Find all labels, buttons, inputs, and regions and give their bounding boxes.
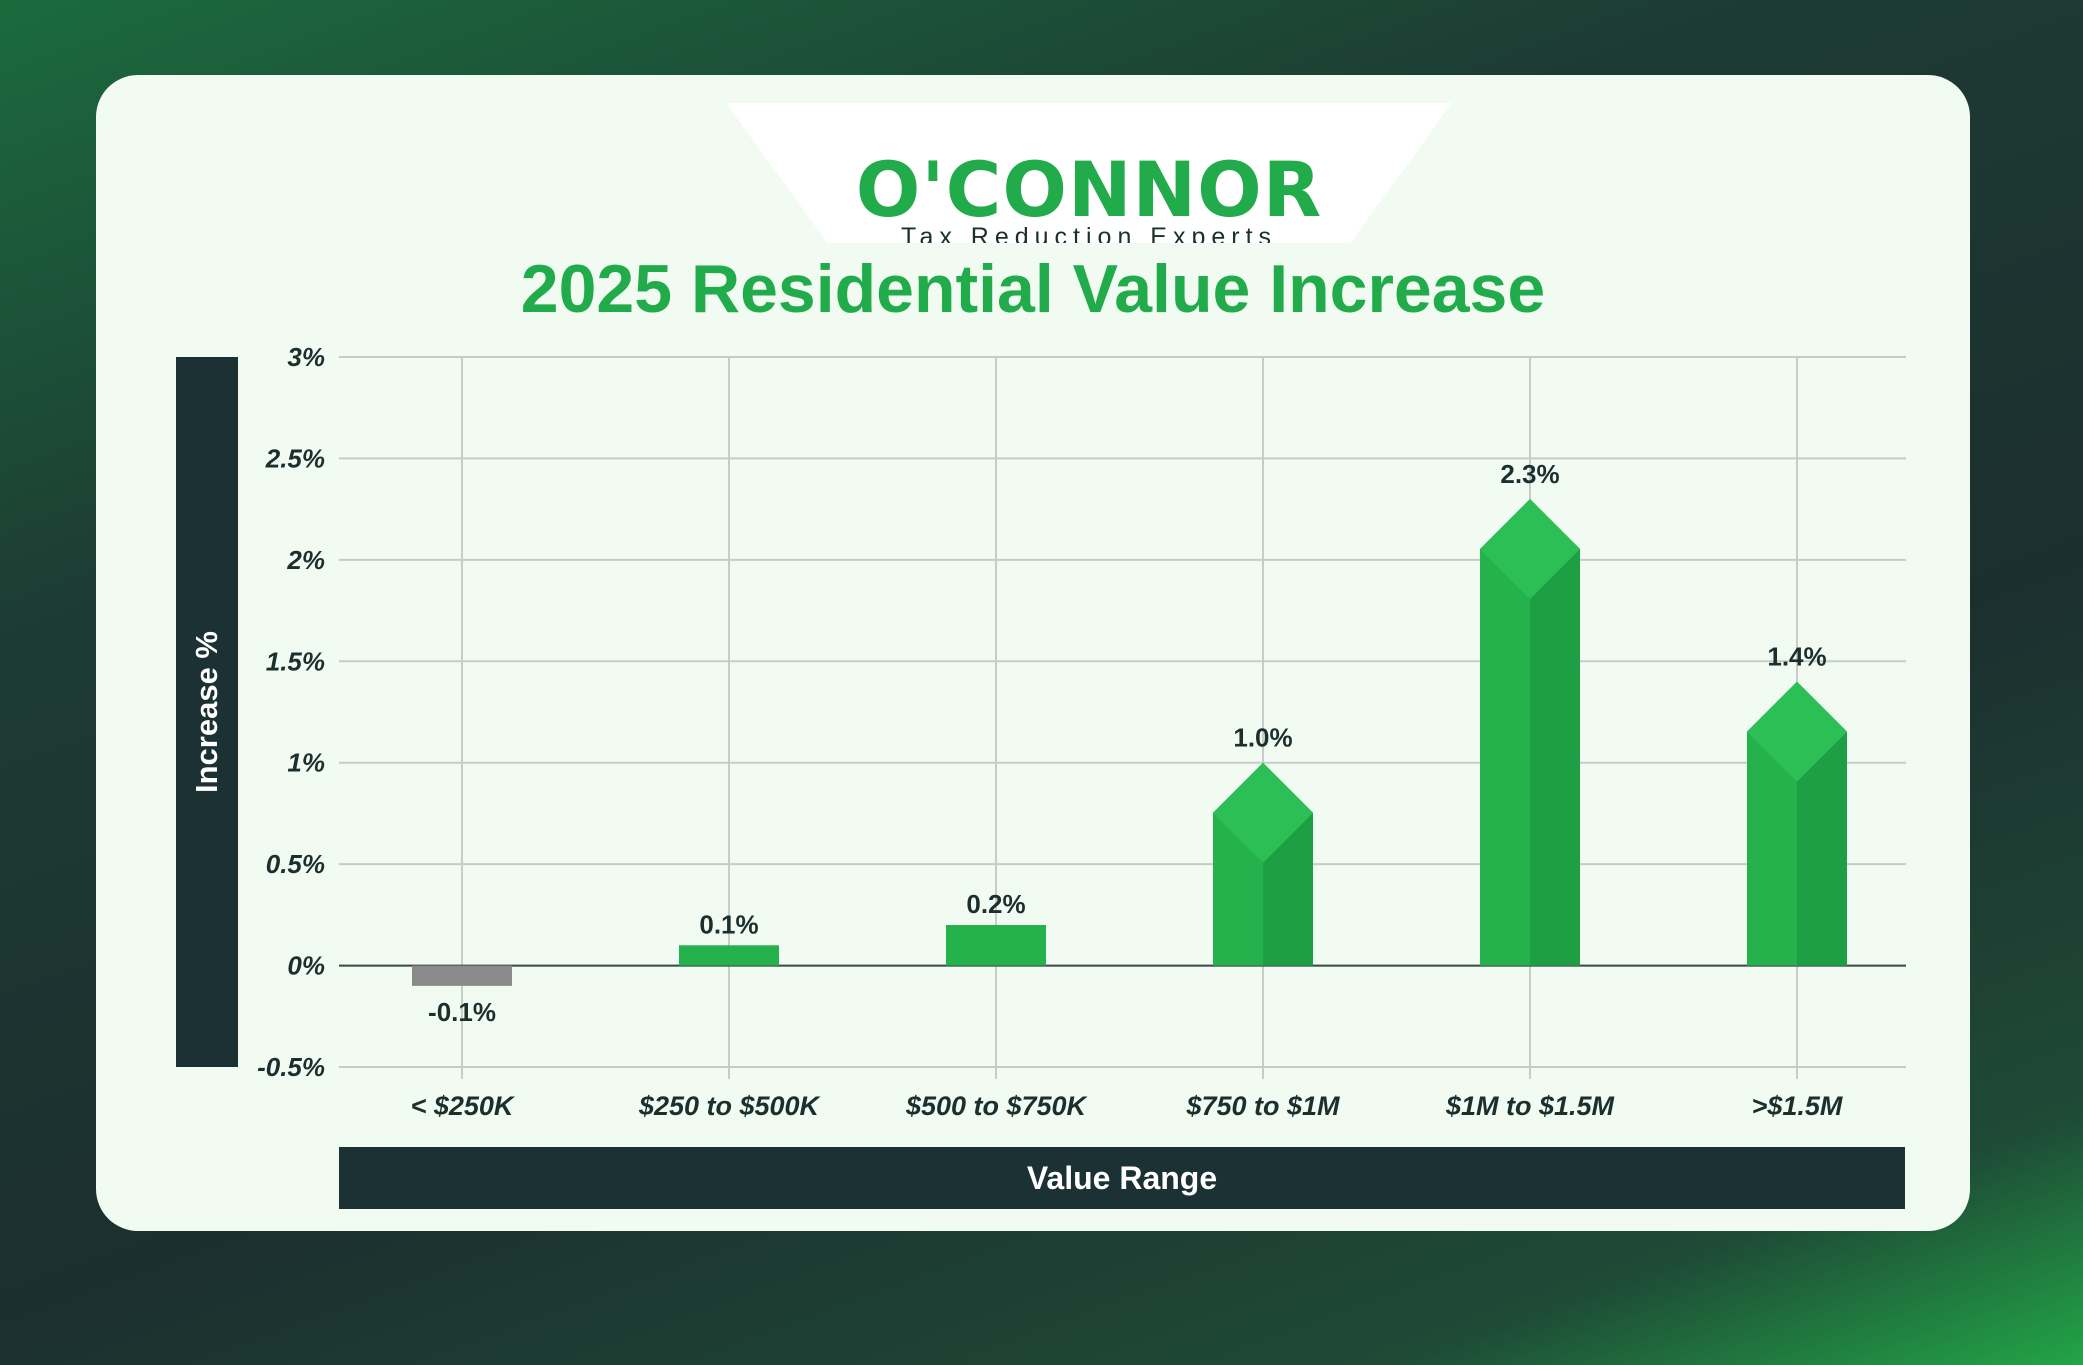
chart-card: O'CONNOR Tax Reduction Experts 2025 Resi… (96, 75, 1970, 1231)
bar (946, 925, 1046, 966)
x-tick-label: $1M to $1.5M (1445, 1091, 1615, 1121)
x-tick-label: >$1.5M (1752, 1091, 1843, 1121)
x-tick-label: $750 to $1M (1185, 1091, 1340, 1121)
x-tick-label: $250 to $500K (638, 1091, 822, 1121)
y-tick-label: 0% (287, 951, 325, 981)
data-label: 2.3% (1500, 459, 1559, 489)
data-label: 0.2% (966, 889, 1025, 919)
bar-shade (1530, 549, 1580, 966)
y-tick-label: 2.5% (265, 443, 325, 473)
x-axis-band: Value Range (339, 1147, 1905, 1209)
brand-logo: O'CONNOR (855, 145, 1323, 234)
x-tick-label: $500 to $750K (905, 1091, 1089, 1121)
bar-roof (1747, 681, 1847, 782)
logo-tab: O'CONNOR Tax Reduction Experts (726, 103, 1452, 243)
chart-title: 2025 Residential Value Increase (520, 251, 1546, 327)
brand-tagline: Tax Reduction Experts (900, 223, 1278, 251)
y-tick-label: 3% (287, 342, 325, 372)
y-tick-label: 1% (287, 748, 325, 778)
data-label: 1.0% (1233, 723, 1292, 753)
bar-roof (1213, 762, 1313, 863)
x-tick-label: < $250K (411, 1091, 516, 1121)
bar-shade (1797, 731, 1847, 966)
bar-negative (412, 965, 512, 986)
y-tick-label: 2% (286, 545, 325, 575)
x-axis-label: Value Range (1026, 1160, 1218, 1196)
bar-shade (1263, 812, 1313, 966)
y-tick-label: 0.5% (266, 849, 325, 879)
bar (679, 945, 779, 966)
bar-roof (1480, 499, 1580, 599)
data-label: 1.4% (1767, 642, 1826, 672)
data-label: -0.1% (428, 997, 496, 1027)
data-label: 0.1% (699, 909, 758, 939)
y-tick-label: 1.5% (266, 646, 325, 676)
y-axis-band (176, 357, 238, 1067)
y-tick-label: -0.5% (257, 1052, 325, 1082)
